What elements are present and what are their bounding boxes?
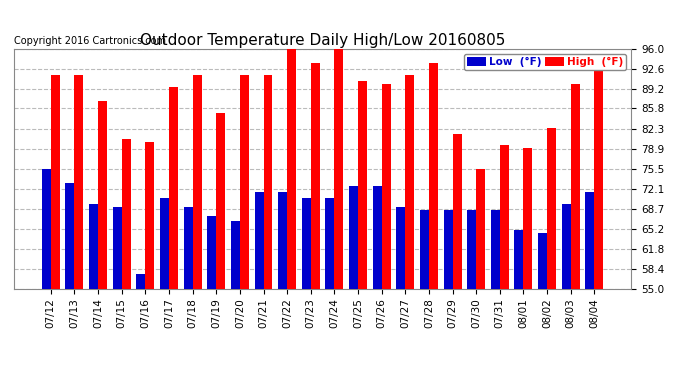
Bar: [358, 81, 367, 289]
Bar: [396, 207, 405, 289]
Bar: [538, 233, 547, 289]
Bar: [524, 148, 533, 289]
Bar: [42, 169, 51, 289]
Bar: [349, 186, 358, 289]
Bar: [137, 274, 146, 289]
Bar: [98, 101, 107, 289]
Bar: [231, 221, 240, 289]
Bar: [382, 84, 391, 289]
Bar: [562, 204, 571, 289]
Bar: [547, 128, 556, 289]
Bar: [160, 198, 169, 289]
Title: Outdoor Temperature Daily High/Low 20160805: Outdoor Temperature Daily High/Low 20160…: [140, 33, 505, 48]
Bar: [146, 142, 155, 289]
Bar: [453, 134, 462, 289]
Bar: [491, 210, 500, 289]
Bar: [429, 63, 438, 289]
Bar: [515, 230, 524, 289]
Bar: [121, 140, 130, 289]
Bar: [255, 192, 264, 289]
Bar: [405, 75, 414, 289]
Bar: [112, 207, 121, 289]
Bar: [420, 210, 429, 289]
Bar: [444, 210, 453, 289]
Bar: [335, 49, 344, 289]
Bar: [310, 63, 319, 289]
Bar: [278, 192, 287, 289]
Bar: [216, 113, 225, 289]
Bar: [75, 75, 83, 289]
Bar: [476, 169, 485, 289]
Bar: [169, 87, 178, 289]
Bar: [207, 216, 216, 289]
Bar: [500, 146, 509, 289]
Bar: [326, 198, 335, 289]
Text: Copyright 2016 Cartronics.com: Copyright 2016 Cartronics.com: [14, 36, 166, 46]
Bar: [240, 75, 249, 289]
Legend: Low  (°F), High  (°F): Low (°F), High (°F): [464, 54, 626, 70]
Bar: [571, 84, 580, 289]
Bar: [467, 210, 476, 289]
Bar: [89, 204, 98, 289]
Bar: [264, 75, 273, 289]
Bar: [594, 66, 603, 289]
Bar: [193, 75, 201, 289]
Bar: [302, 198, 310, 289]
Bar: [373, 186, 382, 289]
Bar: [585, 192, 594, 289]
Bar: [184, 207, 193, 289]
Bar: [287, 49, 296, 289]
Bar: [66, 183, 75, 289]
Bar: [51, 75, 60, 289]
